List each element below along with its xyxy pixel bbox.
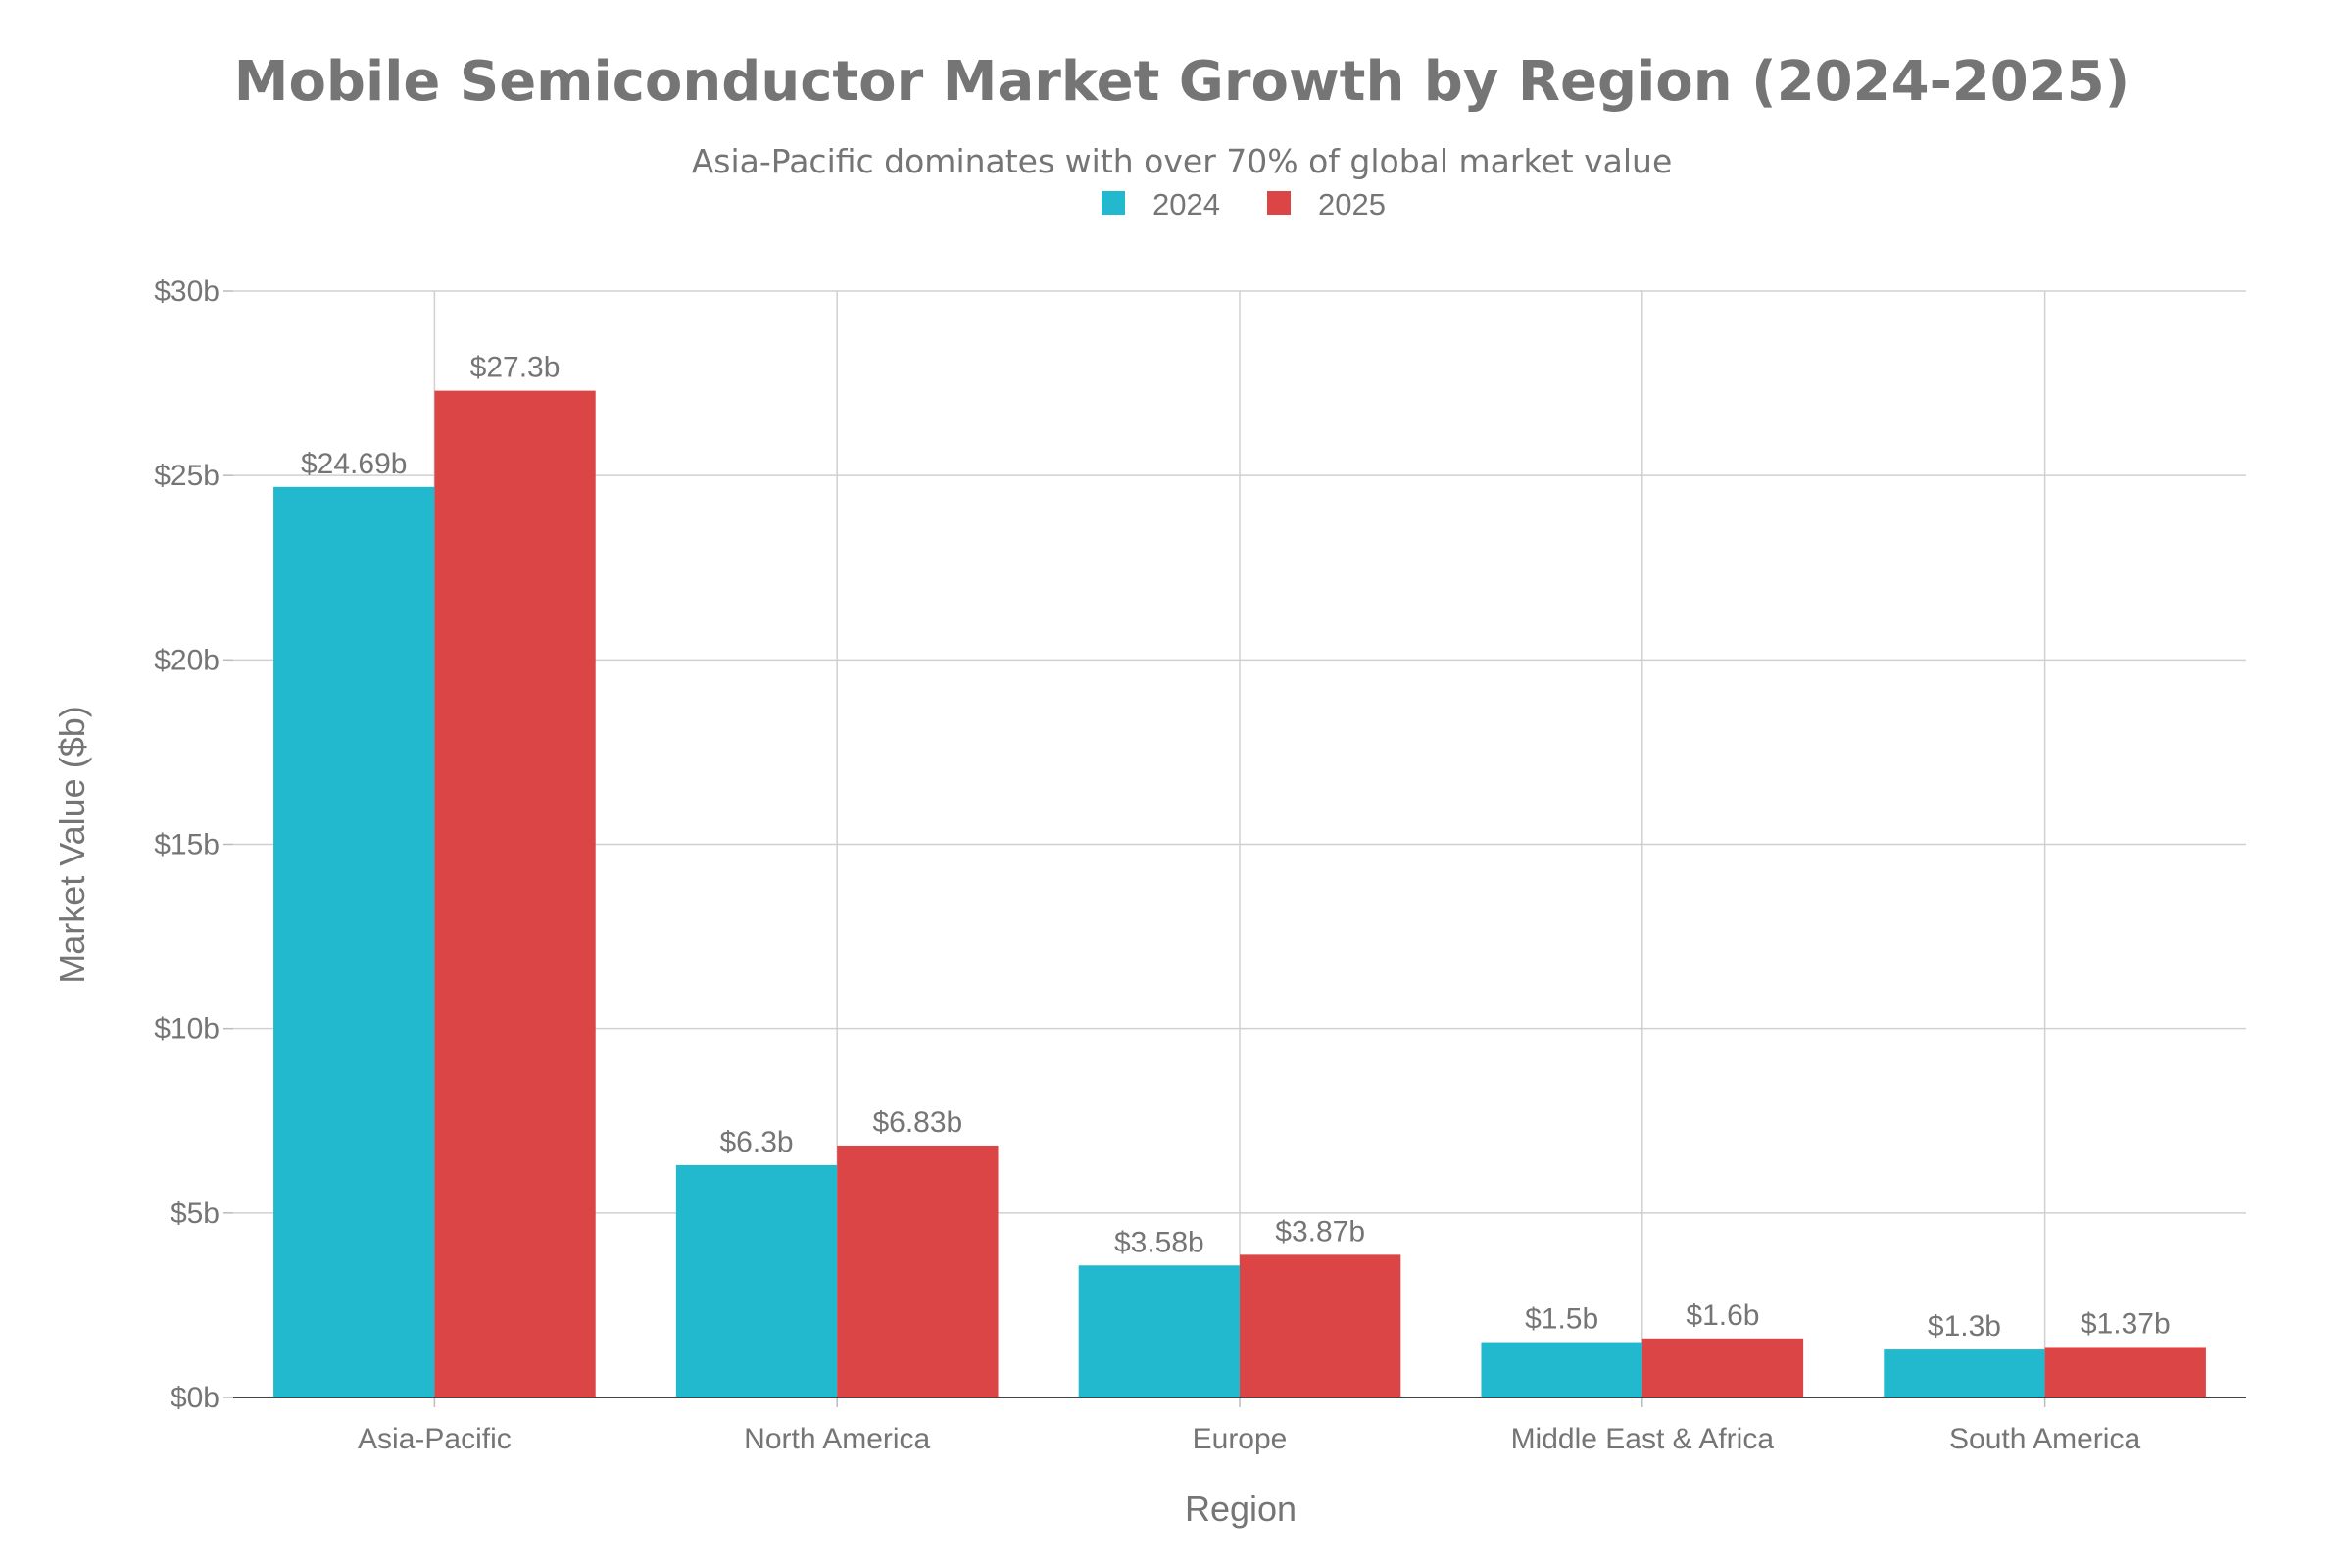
y-tick-label: $10b	[154, 1013, 220, 1046]
bar-2025	[2044, 1347, 2206, 1397]
x-axis-label: Region	[1185, 1489, 1297, 1529]
x-tick-label: Asia-Pacific	[358, 1423, 512, 1455]
x-tick-label: North America	[744, 1423, 930, 1455]
y-axis: $0b $5b $10b $15b $20b $25b $30b	[154, 275, 233, 1414]
data-label: $1.6b	[1686, 1299, 1759, 1332]
y-tick-label: $25b	[154, 460, 220, 492]
data-label: $1.37b	[2081, 1307, 2171, 1340]
y-tick-label: $30b	[154, 275, 220, 308]
x-tick-label: Europe	[1193, 1423, 1288, 1455]
y-tick-label: $5b	[171, 1198, 220, 1230]
y-tick-label: $0b	[171, 1382, 220, 1414]
legend-label: 2025	[1318, 187, 1386, 221]
x-tick-label: South America	[1949, 1423, 2140, 1455]
bar-2024	[1481, 1342, 1642, 1397]
legend: 2024 2025	[1102, 187, 1386, 221]
bar-2024	[675, 1164, 838, 1397]
data-label: $24.69b	[301, 448, 407, 480]
chart-subtitle: Asia-Pacific dominates with over 70% of …	[692, 142, 1673, 180]
chart-title: Mobile Semiconductor Market Growth by Re…	[234, 50, 2131, 114]
bar-2025	[1240, 1254, 1401, 1397]
y-tick-label: $15b	[154, 829, 220, 861]
y-tick-label: $20b	[154, 644, 220, 676]
legend-swatch-2024	[1102, 191, 1125, 215]
x-tick-label: Middle East & Africa	[1511, 1423, 1775, 1455]
legend-swatch-2025	[1267, 191, 1291, 215]
data-label: $3.87b	[1275, 1215, 1365, 1248]
data-label: $1.3b	[1928, 1310, 2001, 1343]
data-label: $6.3b	[720, 1126, 794, 1158]
y-axis-label: Market Value ($b)	[52, 706, 92, 983]
data-label: $1.5b	[1525, 1303, 1598, 1336]
bar-2024	[1078, 1265, 1240, 1397]
bar-2025	[1642, 1338, 1804, 1397]
data-label: $27.3b	[470, 352, 561, 384]
bar-2024	[1884, 1349, 2045, 1397]
bar-2024	[273, 486, 435, 1397]
bar-2025	[434, 390, 596, 1397]
legend-label: 2024	[1152, 187, 1220, 221]
data-label: $3.58b	[1114, 1226, 1204, 1258]
x-axis: Asia-Pacific North America Europe Middle Ea…	[233, 1396, 2246, 1455]
data-label: $6.83b	[872, 1106, 962, 1139]
bars: $24.69b $6.3b $3.58b $1.5b $1.3b $27.3b $6.83b…	[273, 352, 2206, 1397]
bar-2025	[837, 1145, 999, 1397]
